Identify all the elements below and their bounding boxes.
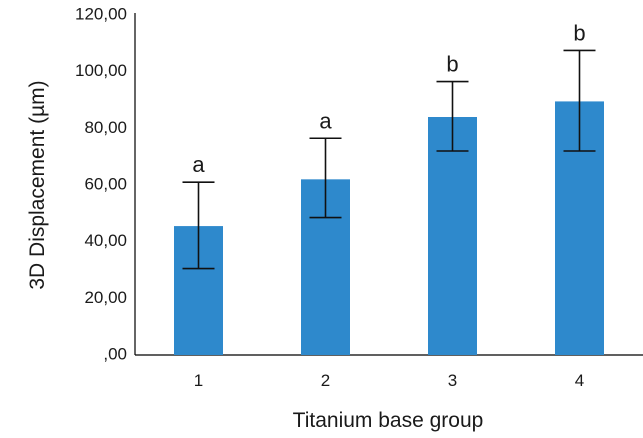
x-category-label: 1	[194, 371, 203, 390]
y-tick-label: 40,00	[84, 231, 127, 250]
y-tick-label: ,00	[103, 344, 127, 363]
x-axis-title: Titanium base group	[293, 409, 484, 432]
x-category-labels: 1 2 3 4	[194, 371, 584, 390]
significance-letter: a	[192, 152, 205, 177]
y-axis-title: 3D Displacement (µm)	[26, 80, 49, 289]
y-tick-label: 20,00	[84, 288, 127, 307]
significance-letter: b	[446, 52, 458, 77]
bar-series	[174, 101, 604, 356]
significance-letter: a	[319, 108, 332, 133]
significance-letter: b	[573, 20, 585, 45]
bar	[428, 117, 477, 355]
x-category-label: 4	[575, 371, 584, 390]
significance-letters: a a b b	[192, 20, 585, 177]
y-tick-label: 100,00	[75, 61, 127, 80]
error-bars	[182, 49, 596, 270]
y-tick-label: 120,00	[75, 4, 127, 23]
y-tick-label: 60,00	[84, 174, 127, 193]
x-category-label: 2	[321, 371, 330, 390]
y-tick-label: 80,00	[84, 118, 127, 137]
y-tick-labels: ,00 20,00 40,00 60,00 80,00 100,00 120,00	[75, 4, 127, 363]
x-category-label: 3	[448, 371, 457, 390]
